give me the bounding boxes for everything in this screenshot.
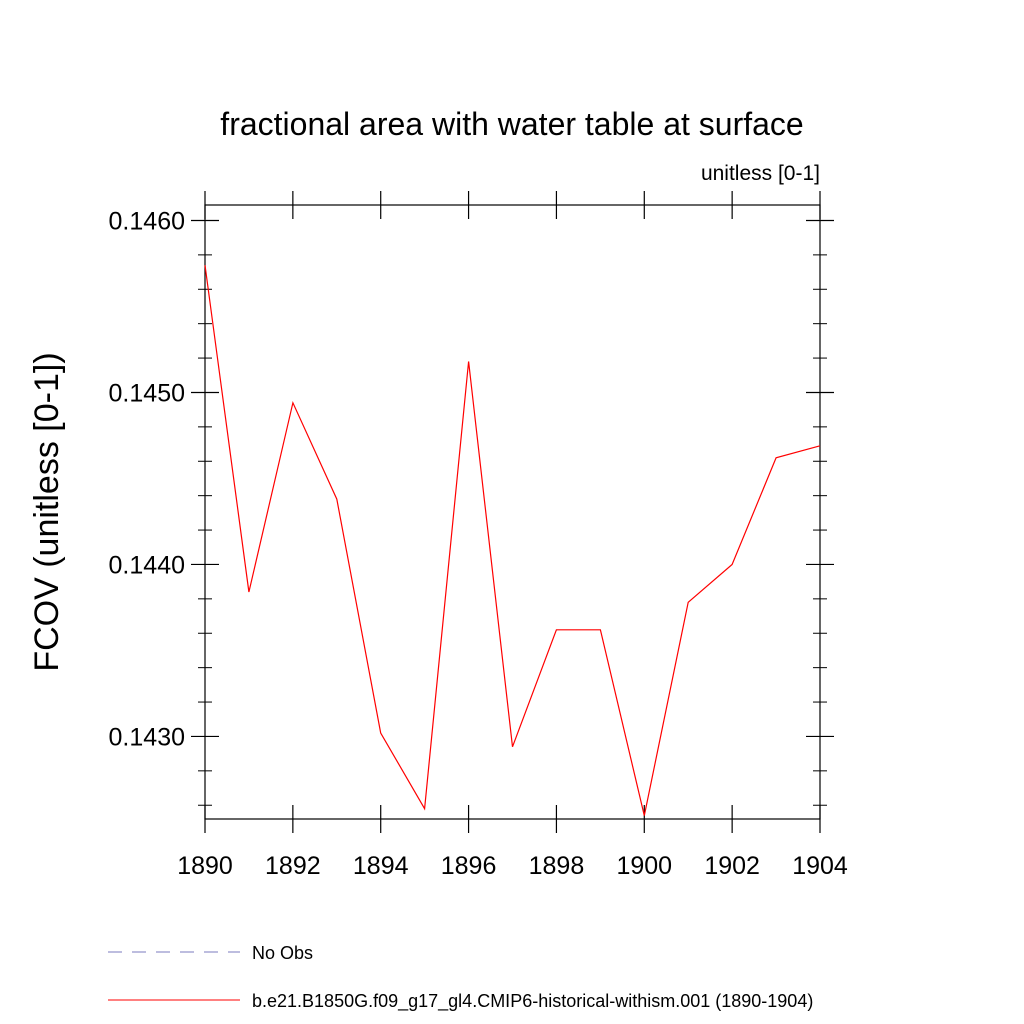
chart-title: fractional area with water table at surf… xyxy=(220,106,803,142)
x-tick-label: 1898 xyxy=(529,852,585,880)
x-tick-label: 1904 xyxy=(792,852,848,880)
y-tick-label: 0.1440 xyxy=(109,551,185,579)
axis-minor-ticks xyxy=(198,254,827,806)
series-lines xyxy=(204,265,821,816)
x-tick-labels: 1890 1892 1894 1896 1898 1900 1902 1904 xyxy=(177,852,848,880)
y-tick-label: 0.1450 xyxy=(109,379,185,407)
y-tick-labels: 0.1430 0.1440 0.1450 0.1460 xyxy=(109,207,185,751)
x-tick-label: 1890 xyxy=(177,852,233,880)
y-tick-label: 0.1460 xyxy=(109,207,185,235)
x-tick-label: 1900 xyxy=(616,852,672,880)
x-tick-label: 1894 xyxy=(353,852,409,880)
axis-major-ticks xyxy=(191,191,834,833)
legend-label: No Obs xyxy=(252,943,313,963)
x-tick-label: 1902 xyxy=(704,852,760,880)
x-tick-label: 1896 xyxy=(441,852,497,880)
plot-frame xyxy=(204,204,821,820)
y-tick-label: 0.1430 xyxy=(109,723,185,751)
series-line xyxy=(204,265,821,816)
legend: No Obs b.e21.B1850G.f09_g17_gl4.CMIP6-his… xyxy=(108,943,813,1012)
legend-label: b.e21.B1850G.f09_g17_gl4.CMIP6-historica… xyxy=(252,991,813,1012)
y-axis-label: FCOV (unitless [0-1]) xyxy=(28,352,66,671)
x-tick-label: 1892 xyxy=(265,852,321,880)
chart-units: unitless [0-1] xyxy=(701,162,820,185)
